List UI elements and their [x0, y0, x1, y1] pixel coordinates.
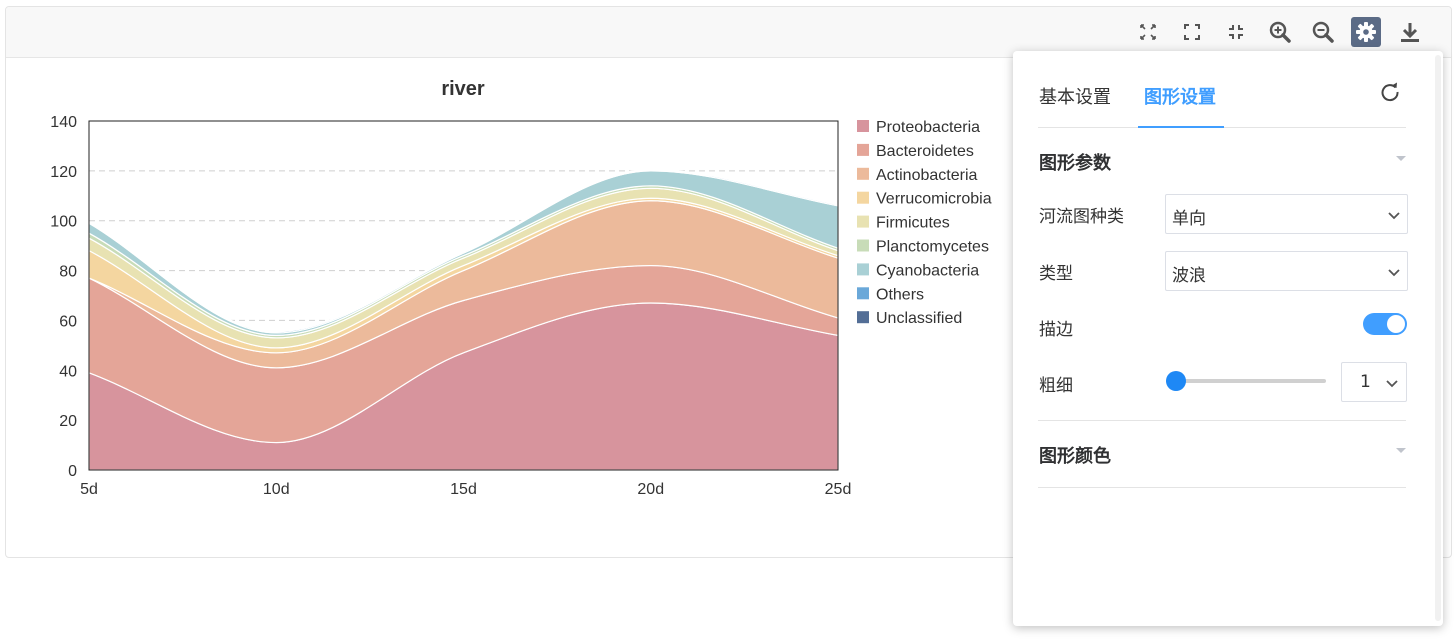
fit-view-button[interactable] [1133, 17, 1163, 47]
stroke-label: 描边 [1039, 320, 1073, 340]
legend-swatch [857, 311, 869, 324]
section-divider [1038, 487, 1406, 488]
scrollbar[interactable] [1435, 55, 1441, 621]
legend-item-others: Others [876, 286, 924, 303]
chevron-down-icon [1388, 269, 1400, 277]
expand-corners-icon [1184, 24, 1200, 40]
legend-item-planctomycetes: Planctomycetes [876, 239, 989, 256]
chart-title: river [441, 78, 485, 100]
legend-item-proteobacteria: Proteobacteria [876, 119, 980, 136]
legend-item-bacteroidetes: Bacteroidetes [876, 143, 974, 160]
legend-item-cyanobacteria: Cyanobacteria [876, 262, 979, 279]
plot-frame [88, 120, 839, 471]
x-tick-label: 25d [825, 481, 852, 498]
compress-corners-icon [1229, 25, 1243, 39]
chevron-down-icon [1388, 212, 1400, 220]
section-title-colors[interactable]: 图形颜色 [1039, 446, 1111, 467]
chevron-down-icon[interactable] [1396, 448, 1406, 453]
legend-swatch [857, 191, 869, 204]
legend-swatch [857, 263, 869, 276]
settings-button[interactable] [1351, 17, 1381, 47]
river-type-label: 河流图种类 [1039, 207, 1124, 227]
type-select[interactable]: 波浪 [1165, 251, 1408, 291]
section-title-params[interactable]: 图形参数 [1039, 153, 1111, 174]
type-value: 波浪 [1172, 266, 1206, 286]
river-type-select[interactable]: 单向 [1165, 194, 1408, 234]
refresh-icon [1381, 82, 1399, 102]
stroke-toggle[interactable] [1363, 313, 1407, 335]
legend-swatch [857, 120, 869, 132]
y-tick-label: 140 [50, 114, 77, 131]
x-tick-label: 15d [450, 481, 477, 498]
thickness-label: 粗细 [1039, 376, 1073, 396]
y-tick-label: 100 [50, 214, 77, 231]
y-tick-label: 40 [59, 363, 77, 380]
legend-swatch [857, 287, 869, 300]
y-tick-label: 80 [59, 264, 77, 281]
x-tick-label: 5d [80, 481, 98, 498]
chevron-down-icon [1386, 380, 1398, 388]
legend-swatch [857, 143, 869, 156]
fullscreen-button[interactable] [1177, 17, 1207, 47]
y-tick-label: 60 [59, 313, 77, 330]
download-icon [1401, 23, 1419, 42]
zoom-out-icon [1312, 21, 1334, 43]
y-tick-label: 20 [59, 413, 77, 430]
legend-item-actinobacteria: Actinobacteria [876, 167, 977, 184]
toggle-knob [1387, 315, 1405, 333]
section-divider [1038, 420, 1406, 421]
settings-tabs: 基本设置 图形设置 [1038, 77, 1406, 128]
legend-item-unclassified: Unclassified [876, 310, 962, 327]
type-label: 类型 [1039, 264, 1073, 284]
thickness-select[interactable]: 1 [1341, 362, 1407, 402]
download-button[interactable] [1395, 17, 1425, 47]
thickness-slider-rail[interactable] [1176, 379, 1326, 383]
river-type-value: 单向 [1172, 209, 1206, 229]
legend-item-firmicutes: Firmicutes [876, 215, 950, 232]
settings-panel: 基本设置 图形设置 图形参数 河流图种类 单向 类型 波浪 描边 粗细 1 图形… [1013, 51, 1443, 626]
chart-toolbar [6, 7, 1451, 58]
tab-basic-settings[interactable]: 基本设置 [1039, 87, 1111, 108]
zoom-out-button[interactable] [1308, 17, 1338, 47]
x-tick-label: 20d [637, 481, 664, 498]
legend-swatch [857, 239, 869, 252]
active-tab-indicator [1138, 126, 1224, 128]
thickness-slider-handle[interactable] [1166, 371, 1186, 391]
chevron-down-icon[interactable] [1396, 156, 1406, 161]
zoom-in-button[interactable] [1265, 17, 1295, 47]
legend-swatch [857, 215, 869, 228]
legend-item-verrucomicrobia: Verrucomicrobia [876, 191, 992, 208]
tab-graph-settings[interactable]: 图形设置 [1144, 87, 1216, 108]
y-tick-label: 120 [50, 164, 77, 181]
reset-button[interactable] [1379, 81, 1401, 107]
chart-svg: river 0 20 40 60 80 100 120 140 5d 10d 15d 20d 25d Pro… [50, 78, 992, 498]
x-tick-label: 10d [263, 481, 290, 498]
river-chart: river 0 20 40 60 80 100 120 140 5d 10d 15d 20d 25d Pro… [5, 58, 1010, 538]
gear-icon [1356, 22, 1376, 42]
fit-arrows-icon [1140, 24, 1156, 40]
legend-swatch [857, 167, 869, 180]
thickness-value: 1 [1360, 372, 1371, 392]
exit-fullscreen-button[interactable] [1221, 17, 1251, 47]
y-tick-label: 0 [68, 463, 77, 480]
zoom-in-icon [1269, 21, 1291, 43]
